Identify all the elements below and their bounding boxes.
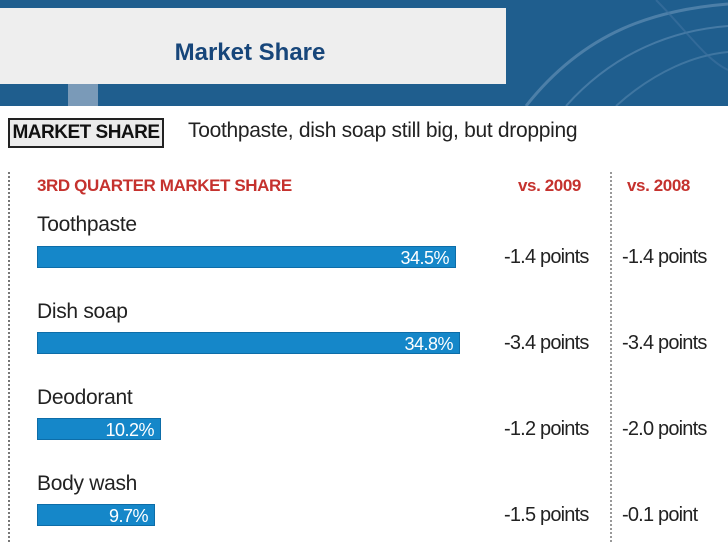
title-box: Market Share [0,8,506,84]
change-vs-2009: -1.5 points [504,504,589,526]
category-label: Toothpaste [37,213,137,236]
bar-value-label: 34.8% [404,334,453,354]
market-share-graphic: MARKET SHARE Toothpaste, dish soap still… [0,106,728,546]
column-divider [610,172,612,542]
chart-title: 3RD QUARTER MARKET SHARE [37,176,292,195]
category-label: Deodorant [37,386,133,409]
graphic-headline: Toothpaste, dish soap still big, but dro… [188,119,578,142]
category-label: Body wash [37,472,138,495]
change-vs-2008: -3.4 points [622,332,707,354]
change-vs-2008: -2.0 points [622,418,707,440]
strip-block [68,84,98,106]
slide-title: Market Share [174,39,326,66]
bar-value-label: 9.7% [108,506,149,526]
bar: 9.7% [37,504,155,526]
graphic-header-tag: MARKET SHARE [8,118,164,148]
change-vs-2009: -1.2 points [504,418,589,440]
decorative-swoosh [506,0,728,106]
change-vs-2008: -0.1 point [622,504,698,526]
header-strip [0,84,506,106]
change-vs-2009: -1.4 points [504,246,589,268]
column-header-vs-2009: vs. 2009 [518,176,581,195]
category-label: Dish soap [37,300,128,323]
slide-header: Market Share [0,0,728,106]
left-dotted-rule [8,172,10,542]
bar-value-label: 34.5% [400,248,449,268]
bar: 10.2% [37,418,161,440]
bar: 34.5% [37,246,456,268]
change-vs-2009: -3.4 points [504,332,589,354]
bar: 34.8% [37,332,460,354]
bar-value-label: 10.2% [105,420,154,440]
column-header-vs-2008: vs. 2008 [627,176,690,195]
change-vs-2008: -1.4 points [622,246,707,268]
